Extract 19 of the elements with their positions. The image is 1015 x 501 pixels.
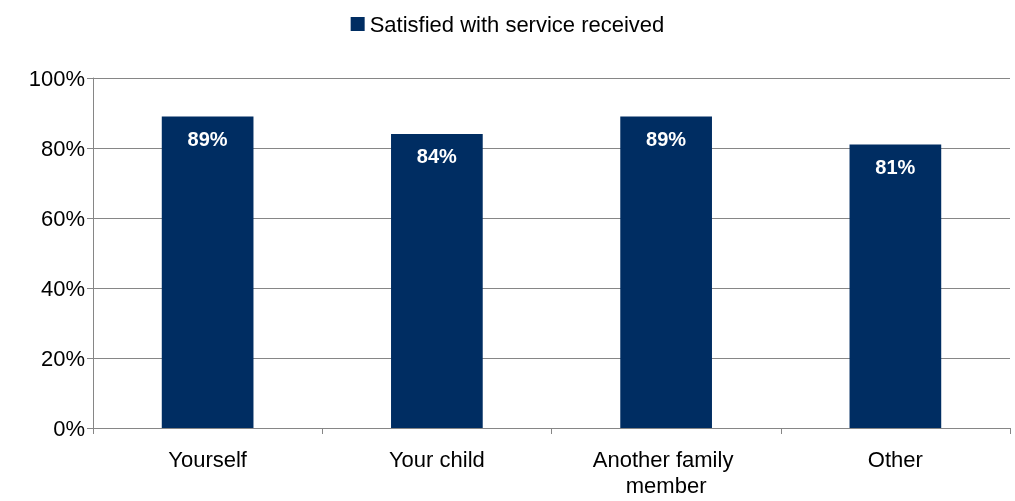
y-tick-label: 0% bbox=[53, 415, 85, 441]
y-tick-label: 20% bbox=[40, 345, 85, 371]
bar bbox=[620, 116, 712, 428]
data-label: 89% bbox=[187, 127, 228, 150]
bar bbox=[849, 144, 942, 428]
y-tick-label: 80% bbox=[40, 135, 85, 161]
legend-label: Satisfied with service received bbox=[369, 11, 665, 37]
bar bbox=[391, 134, 483, 428]
x-tick-label: Other bbox=[867, 446, 923, 472]
y-tick-label: 100% bbox=[28, 65, 85, 91]
y-tick-label: 60% bbox=[40, 205, 85, 231]
x-tick-label: Yourself bbox=[168, 446, 248, 472]
data-label: 89% bbox=[646, 127, 687, 150]
x-tick-label: Another family member bbox=[592, 446, 740, 498]
bar bbox=[161, 116, 254, 428]
x-tick-label: Your child bbox=[388, 446, 485, 472]
data-label: 81% bbox=[875, 155, 916, 178]
y-tick-label: 40% bbox=[40, 275, 85, 301]
data-label: 84% bbox=[416, 145, 458, 167]
